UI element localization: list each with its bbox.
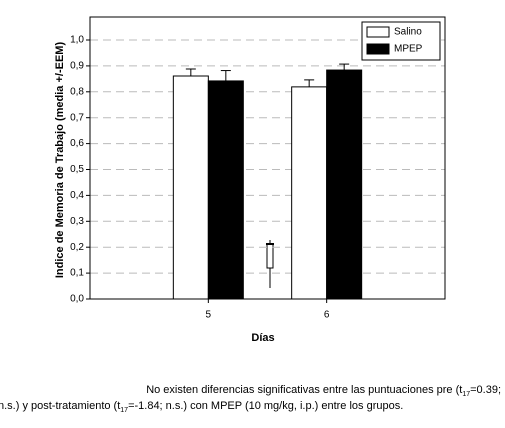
y-tick-label: 0,4 [70,190,84,201]
caption-subscript: 17 [120,407,129,415]
caption-line: No existen diferencias significativas en… [0,384,505,398]
y-tick-label: 0,0 [70,294,84,305]
y-tick-label: 0,5 [70,164,84,175]
legend-swatch [366,43,390,55]
y-tick-label: 0,6 [70,138,84,149]
y-axis-label: Indice de Memoria de Trabajo (media +/-E… [54,42,66,279]
x-tick-label: 6 [324,310,330,321]
bar [207,80,244,300]
caption-text: n.s.) y post-tratamiento (t [0,400,121,412]
bar [291,86,328,300]
x-axis-label: Días [251,332,274,344]
bar [172,75,209,300]
chart: Indice de Memoria de Trabajo (media +/-E… [54,16,446,344]
plot-frame [89,16,446,300]
caption-text: No existen diferencias significativas en… [146,384,463,396]
legend-label: Salino [394,27,422,38]
y-tick-label: 0,9 [70,61,84,72]
caption-text: =-1.84; n.s.) con MPEP (10 mg/kg, i.p.) … [128,400,404,412]
legend-label: MPEP [394,44,423,55]
legend-swatch [366,26,390,38]
y-tick-label: 0,8 [70,86,84,97]
caption-subscript: 17 [462,391,471,399]
y-tick-label: 0,2 [70,242,84,253]
caption-line: n.s.) y post-tratamiento (t17=-1.84; n.s… [0,400,503,414]
x-tick-label: 5 [206,310,212,321]
syringe-icon [266,240,274,288]
y-tick-label: 0,3 [70,216,84,227]
y-tick-label: 1,0 [70,35,84,46]
bar [326,69,363,300]
y-tick-label: 0,7 [70,112,84,123]
y-tick-label: 0,1 [70,268,84,279]
caption-text: =0.39; [470,384,501,396]
